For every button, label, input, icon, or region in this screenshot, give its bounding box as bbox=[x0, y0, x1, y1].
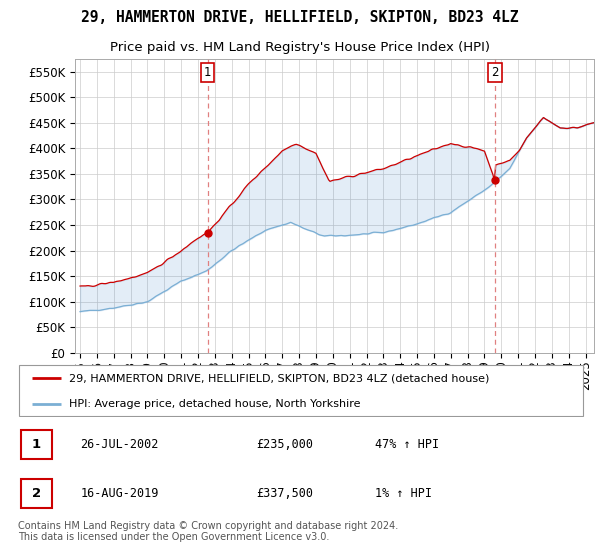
Text: 29, HAMMERTON DRIVE, HELLIFIELD, SKIPTON, BD23 4LZ: 29, HAMMERTON DRIVE, HELLIFIELD, SKIPTON… bbox=[81, 11, 519, 25]
Text: Price paid vs. HM Land Registry's House Price Index (HPI): Price paid vs. HM Land Registry's House … bbox=[110, 41, 490, 54]
Text: 47% ↑ HPI: 47% ↑ HPI bbox=[375, 438, 439, 451]
Text: 2: 2 bbox=[491, 66, 499, 79]
Text: 1: 1 bbox=[32, 438, 41, 451]
Text: 2: 2 bbox=[32, 487, 41, 500]
Text: Contains HM Land Registry data © Crown copyright and database right 2024.
This d: Contains HM Land Registry data © Crown c… bbox=[18, 521, 398, 543]
Text: 16-AUG-2019: 16-AUG-2019 bbox=[80, 487, 159, 500]
Text: 29, HAMMERTON DRIVE, HELLIFIELD, SKIPTON, BD23 4LZ (detached house): 29, HAMMERTON DRIVE, HELLIFIELD, SKIPTON… bbox=[69, 374, 490, 384]
Text: 26-JUL-2002: 26-JUL-2002 bbox=[80, 438, 159, 451]
FancyBboxPatch shape bbox=[21, 430, 52, 459]
Text: HPI: Average price, detached house, North Yorkshire: HPI: Average price, detached house, Nort… bbox=[69, 399, 361, 409]
FancyBboxPatch shape bbox=[19, 365, 583, 416]
FancyBboxPatch shape bbox=[21, 479, 52, 508]
Text: £235,000: £235,000 bbox=[256, 438, 313, 451]
Text: 1% ↑ HPI: 1% ↑ HPI bbox=[375, 487, 432, 500]
Text: £337,500: £337,500 bbox=[256, 487, 313, 500]
Text: 1: 1 bbox=[204, 66, 211, 79]
